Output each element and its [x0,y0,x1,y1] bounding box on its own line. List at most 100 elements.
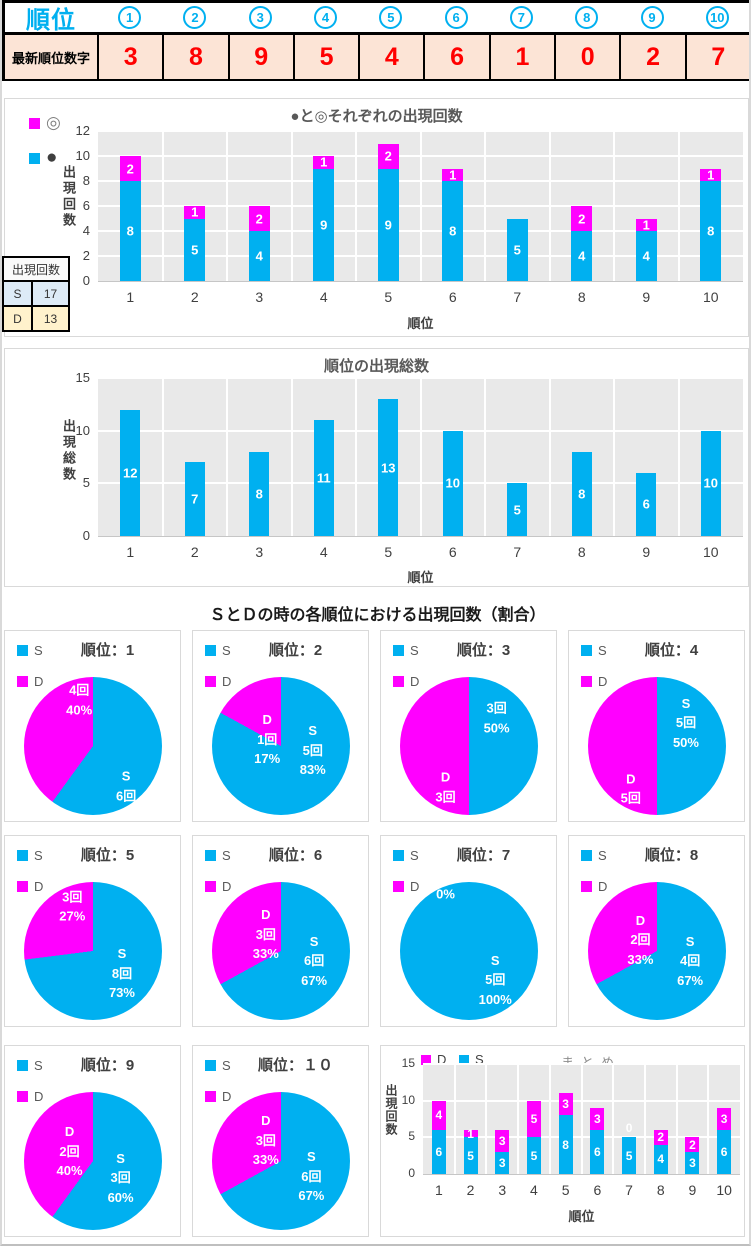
magenta-legend-swatch [205,1091,216,1102]
gridline [355,131,357,281]
pie-chart-title: 順位：１０ [257,1057,333,1074]
bar-value-label: 1 [191,204,199,220]
pie-slice-label-line: 40% [56,1163,83,1179]
x-category-label: 8 [577,289,586,305]
count-table: 出現回数 S 17 D 13 [2,256,70,332]
gridline [485,1064,488,1174]
bar-value-label: 11 [316,470,331,486]
filled-circle-icon: ● [46,147,58,168]
pie-chart: S 5回 83% D 1回 17% [212,677,350,815]
totals-chart-xaxis-title: 順位 [407,570,434,585]
latest-number-cell: 1 [488,35,554,79]
pie-chart: S 6回 4回 40% [24,677,162,815]
pie-legend-label: D [410,674,420,689]
x-category-label: 4 [530,1182,538,1198]
latest-number: 0 [580,42,595,71]
x-category-label: 9 [688,1182,697,1198]
pie-card-rank-6: 順位：6 S D S 6回 67% D 3回 33% [192,835,369,1027]
pie-legend-label: D [34,1089,44,1104]
pie-slice-label-line: 3回 [110,1169,131,1185]
pie-legend-label: S [410,643,419,658]
bar-segment: 5 [526,1100,541,1138]
bar-value-label: 3 [689,1156,696,1170]
pie-legend-label: S [34,643,43,658]
pie-slice-label-line: 2回 [630,932,651,948]
bar-segment: 3 [685,1152,700,1174]
cyan-legend-swatch [393,850,404,861]
bar-segment: 3 [558,1093,573,1116]
bar-value-label: 8 [707,223,715,239]
x-category-label: 7 [513,544,522,560]
x-category-label: 7 [513,289,522,305]
latest-number-cell: 9 [227,35,293,79]
bar-segment: 5 [622,1137,637,1174]
pie-legend-item-s: S [205,643,231,658]
pie-chart: S 5回 100% 0% [400,882,538,1020]
pie-chart: 3回 50% D 3回 [400,677,538,815]
pie-card-rank-2: 順位：2 S D S 5回 83% D 1回 17% [192,630,369,822]
gridline [707,1064,710,1174]
double-circle-icon: ◎ [46,113,61,132]
rank-table-data-row: 最新順位数字 3 8 9 5 4 6 1 0 2 7 [5,32,749,79]
y-tick-label: 5 [82,475,90,491]
pie-chart-title: 順位：1 [80,642,135,659]
bar-segment: 11 [313,420,334,536]
gridline [613,378,615,536]
rank-header-cell: 9 [619,3,684,32]
x-category-label: 5 [384,544,393,560]
bar-segment: 10 [700,430,721,536]
pie-slice-label-line: S [121,768,131,784]
pie-legend-item-d: D [393,674,419,689]
circled-rank-number: 1 [118,6,142,29]
marks-chart-plot-area: 8 2 5 1 4 2 9 1 9 2 8 1 5 4 2 4 1 8 1 [98,130,743,282]
bar-value-label: 1 [467,1126,474,1141]
pie-chart: S 6回 67% D 3回 33% [212,1092,350,1230]
bar-segment: 2 [248,206,270,231]
x-category-label: 3 [498,1182,507,1198]
pie-legend-item-s: S [17,848,43,863]
latest-number: 1 [515,42,530,71]
bar-value-label: 8 [562,1137,569,1152]
pie-slice-label: D 3回 33% [253,905,279,964]
gridline [290,378,293,536]
gridline [161,131,164,281]
x-category-label: 8 [656,1182,665,1198]
pie-card-rank-5: 順位：5 S D S 8回 73% 3回 27% [4,835,181,1027]
bar-value-label: 2 [657,1130,665,1145]
latest-number-cell: 5 [292,35,358,79]
pie-slice-label: D 3回 33% [253,1111,279,1170]
bar-segment: 4 [653,1144,668,1174]
latest-row-label-cell: 最新順位数字 [5,35,97,79]
bar-value-label: 1 [642,217,650,233]
pie-legend-label: D [598,879,608,894]
bar-segment: 1 [700,167,722,182]
pie-slice-label-line: D [626,771,636,787]
x-category-label: 1 [126,544,135,560]
pie-slice-label-line: S [490,952,500,968]
bar-segment: 6 [590,1130,605,1174]
gridline [290,131,293,281]
pie-slice-label-line: 3回 [62,889,83,905]
pie-legend-item-d: D [205,879,231,894]
x-category-label: 6 [448,289,457,305]
rank-header-cell: 6 [423,3,488,32]
magenta-legend-swatch [393,676,404,687]
bar-value-label: 8 [578,486,586,502]
pie-legend-label: S [34,1058,43,1073]
gridline [677,131,680,281]
bar-segment: 6 [717,1130,732,1174]
x-category-label: 2 [190,289,199,305]
rank-table-header-row: 順位 1 2 3 4 5 6 7 8 9 10 [5,3,749,34]
bar-value-label: 4 [642,248,650,264]
pie-chart-title: 順位：5 [80,847,135,864]
x-category-label: 5 [384,289,393,305]
pie-legend-label: S [222,643,231,658]
bar-value-label: 5 [625,1148,633,1163]
bar-segment: 5 [526,1137,541,1174]
bar-segment: 9 [377,168,399,281]
bar-segment: 5 [507,483,528,536]
pie-chart-title: 順位：9 [80,1057,135,1074]
